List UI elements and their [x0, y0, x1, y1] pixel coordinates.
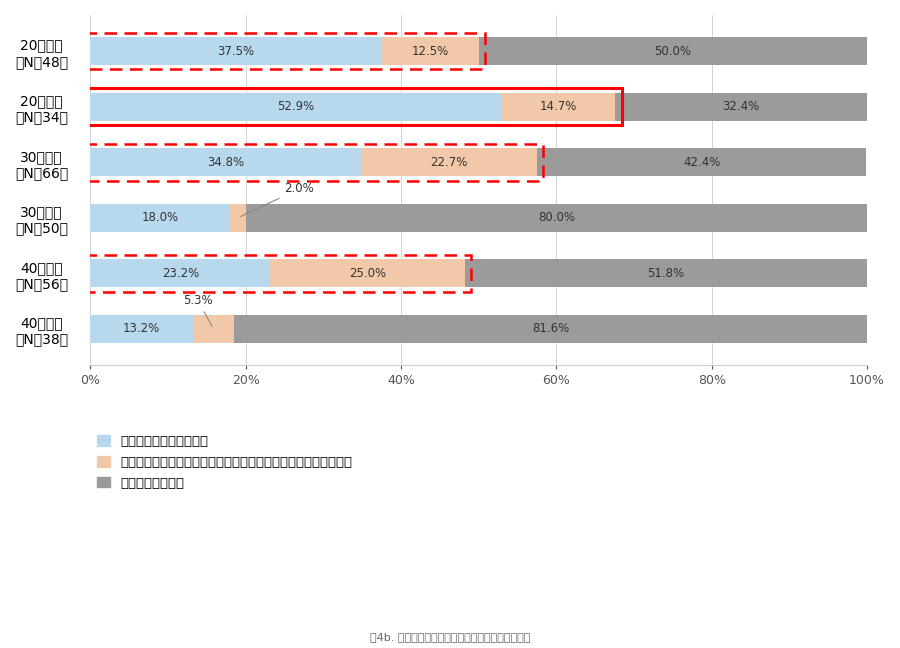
Bar	[361, 148, 537, 176]
Bar	[382, 37, 479, 65]
Text: 51.8%: 51.8%	[647, 267, 684, 280]
Text: 围4b. 性別・年代別バーチャルショップの利用状況: 围4b. 性別・年代別バーチャルショップの利用状況	[370, 632, 530, 642]
Text: 13.2%: 13.2%	[123, 323, 160, 336]
Legend: 利用し、商品を購入した, 商品の購入はしたことがないが、サービスを利用したことはある, 利用はしていない: 利用し、商品を購入した, 商品の購入はしたことがないが、サービスを利用したことは…	[97, 435, 353, 489]
Bar	[537, 148, 867, 176]
Bar	[479, 37, 867, 65]
Bar	[90, 93, 501, 121]
Text: 32.4%: 32.4%	[723, 100, 760, 113]
Text: 5.3%: 5.3%	[183, 294, 212, 327]
Text: 37.5%: 37.5%	[217, 45, 255, 58]
Bar	[501, 93, 616, 121]
Bar	[90, 259, 271, 287]
Bar	[230, 204, 246, 232]
Bar	[90, 315, 193, 343]
Text: 23.2%: 23.2%	[162, 267, 199, 280]
Text: 52.9%: 52.9%	[277, 100, 314, 113]
Bar	[90, 204, 230, 232]
Text: 12.5%: 12.5%	[411, 45, 449, 58]
Text: 34.8%: 34.8%	[207, 156, 244, 168]
Bar	[90, 148, 361, 176]
Bar	[234, 315, 868, 343]
Text: 80.0%: 80.0%	[538, 211, 575, 224]
Text: 81.6%: 81.6%	[532, 323, 570, 336]
Bar	[464, 259, 867, 287]
Bar	[616, 93, 867, 121]
Bar	[193, 315, 234, 343]
Text: 18.0%: 18.0%	[141, 211, 179, 224]
Text: 50.0%: 50.0%	[654, 45, 691, 58]
Text: 25.0%: 25.0%	[349, 267, 386, 280]
Text: 42.4%: 42.4%	[683, 156, 720, 168]
Bar	[246, 204, 867, 232]
Text: 2.0%: 2.0%	[240, 182, 314, 216]
Bar	[90, 37, 382, 65]
Text: 14.7%: 14.7%	[540, 100, 577, 113]
Bar	[271, 259, 464, 287]
Text: 22.7%: 22.7%	[430, 156, 467, 168]
